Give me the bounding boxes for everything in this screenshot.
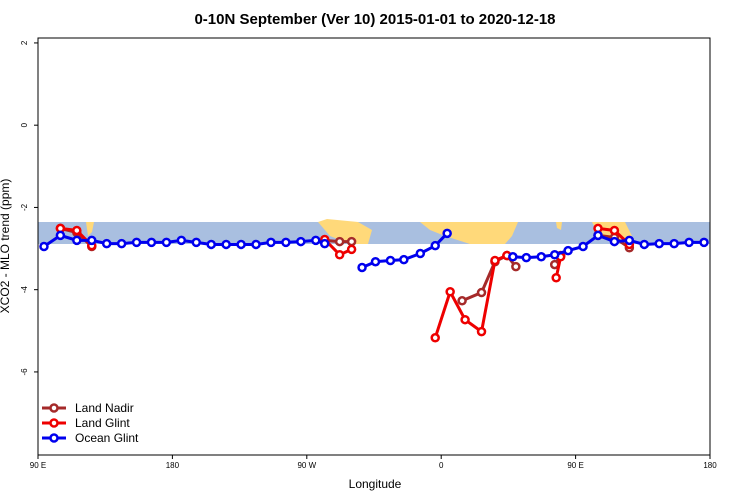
y-tick-label: 0 xyxy=(20,122,29,127)
point xyxy=(399,254,409,265)
series-line xyxy=(60,226,631,339)
legend-label: Ocean Glint xyxy=(75,431,139,445)
point xyxy=(490,255,500,266)
point xyxy=(593,230,603,241)
point xyxy=(430,333,440,343)
point xyxy=(334,236,345,247)
legend-label: Land Nadir xyxy=(75,401,134,415)
x-tick-label: 180 xyxy=(166,461,180,470)
point xyxy=(39,241,49,252)
point xyxy=(131,237,142,248)
point xyxy=(639,239,650,250)
point xyxy=(146,237,157,248)
chart-title: 0-10N September (Ver 10) 2015-01-01 to 2… xyxy=(194,11,555,28)
point xyxy=(430,240,440,251)
point xyxy=(296,236,306,247)
point xyxy=(511,261,521,272)
y-tick-label: -6 xyxy=(20,368,29,376)
point xyxy=(221,239,231,250)
legend-marker xyxy=(49,433,59,443)
point xyxy=(370,256,381,267)
point xyxy=(551,273,561,283)
point xyxy=(536,252,547,262)
point xyxy=(236,239,246,250)
point xyxy=(55,230,66,241)
point xyxy=(442,228,452,239)
point xyxy=(549,249,560,260)
point xyxy=(319,238,330,249)
point xyxy=(206,239,216,250)
point xyxy=(385,255,396,266)
point xyxy=(72,225,82,236)
point xyxy=(334,249,345,260)
point xyxy=(699,237,709,248)
point xyxy=(609,225,620,236)
point xyxy=(460,314,470,325)
point xyxy=(521,252,532,263)
y-tick-label: -2 xyxy=(20,203,29,211)
point xyxy=(476,287,487,298)
y-tick-label: 2 xyxy=(20,40,29,45)
legend-marker xyxy=(49,403,59,413)
point xyxy=(357,262,367,273)
plot-frame xyxy=(37,37,711,456)
point xyxy=(508,252,518,262)
point xyxy=(116,238,127,249)
point xyxy=(72,235,82,246)
point xyxy=(266,237,276,248)
point xyxy=(161,237,172,248)
point xyxy=(445,286,455,297)
point xyxy=(346,244,357,255)
point xyxy=(476,326,487,337)
point xyxy=(624,235,635,246)
x-tick-label: 90 E xyxy=(567,461,583,470)
map-band xyxy=(38,222,710,244)
x-axis-label: Longitude xyxy=(349,477,402,491)
x-tick-label: 0 xyxy=(439,461,444,470)
point xyxy=(191,237,202,248)
x-tick-label: 180 xyxy=(703,461,717,470)
y-axis-label: XCO2 - MLO trend (ppm) xyxy=(0,179,12,314)
y-tick-label: -4 xyxy=(20,286,29,294)
point xyxy=(311,235,321,246)
x-tick-label: 90 W xyxy=(297,461,316,470)
point xyxy=(578,241,588,252)
point xyxy=(563,245,573,256)
point xyxy=(684,237,694,248)
point xyxy=(101,238,112,249)
x-tick-label: 90 E xyxy=(30,461,46,470)
point xyxy=(654,238,664,249)
point xyxy=(415,248,426,259)
point xyxy=(669,238,679,249)
point xyxy=(281,237,291,248)
point xyxy=(457,296,467,306)
legend-marker xyxy=(49,418,59,428)
legend-label: Land Glint xyxy=(75,416,130,430)
point xyxy=(87,235,97,246)
point xyxy=(176,235,187,246)
point xyxy=(346,236,357,247)
point xyxy=(609,236,620,247)
point xyxy=(251,239,261,250)
